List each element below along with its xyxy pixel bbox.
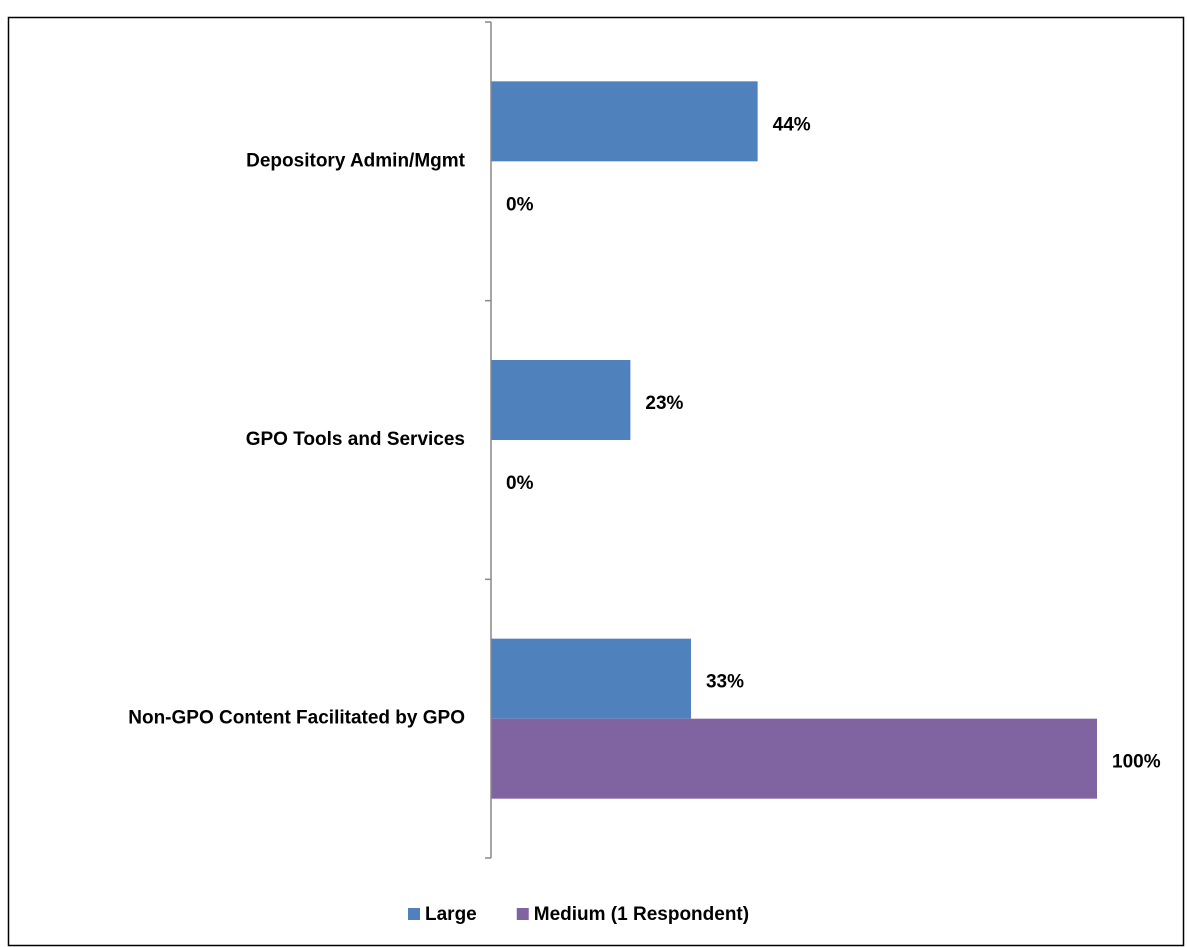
value-label: 0%: [506, 194, 534, 215]
bar: [491, 360, 631, 440]
value-label: 33%: [706, 672, 744, 693]
bar: [491, 718, 1097, 799]
legend-swatch: [408, 908, 420, 920]
value-label: 100%: [1112, 752, 1161, 773]
bar: [491, 638, 691, 719]
bar: [491, 81, 758, 162]
category-label: GPO Tools and Services: [246, 429, 465, 450]
legend-swatch: [516, 908, 529, 920]
legend-label: Medium (1 Respondent): [534, 904, 749, 925]
value-label: 0%: [506, 473, 534, 494]
category-label: Depository Admin/Mgmt: [246, 150, 466, 171]
category-label: Non-GPO Content Facilitated by GPO: [128, 708, 465, 729]
value-label: 23%: [645, 393, 683, 414]
legend-label: Large: [425, 904, 477, 925]
value-label: 44%: [773, 114, 811, 135]
